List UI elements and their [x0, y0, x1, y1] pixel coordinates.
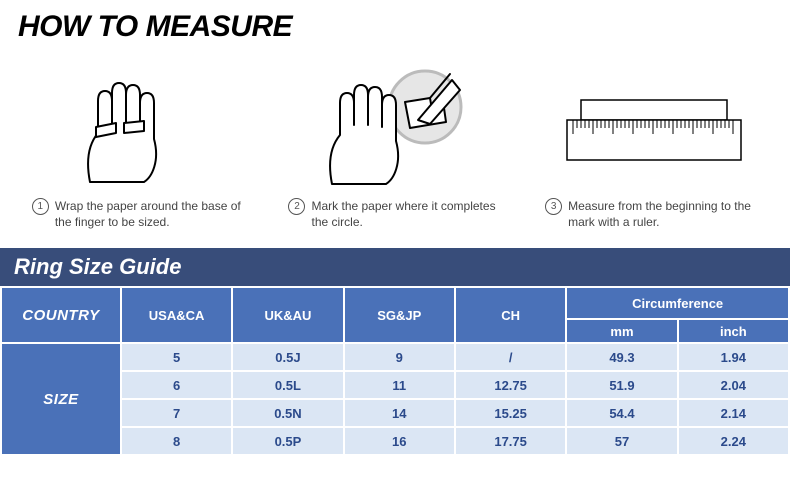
- cell: 54.4: [567, 400, 676, 426]
- cell: 2.04: [679, 372, 788, 398]
- header-circumference: Circumference: [567, 288, 788, 318]
- cell: 17.75: [456, 428, 565, 454]
- cell: 2.24: [679, 428, 788, 454]
- header-size: SIZE: [2, 344, 120, 454]
- step-2-illustration: [310, 62, 480, 192]
- cell: 14: [345, 400, 454, 426]
- step-3-text: Measure from the beginning to the mark w…: [568, 198, 758, 230]
- cell: 5: [122, 344, 231, 370]
- step-2: 2 Mark the paper where it completes the …: [275, 62, 515, 230]
- header-mm: mm: [567, 320, 676, 342]
- header-country: COUNTRY: [2, 288, 120, 342]
- cell: 7: [122, 400, 231, 426]
- cell: 6: [122, 372, 231, 398]
- header-inch: inch: [679, 320, 788, 342]
- cell: 0.5L: [233, 372, 342, 398]
- header-ch: CH: [456, 288, 565, 342]
- cell: 0.5J: [233, 344, 342, 370]
- cell: 8: [122, 428, 231, 454]
- step-2-number: 2: [288, 198, 305, 215]
- step-3-illustration: [557, 62, 747, 192]
- header-uk-au: UK&AU: [233, 288, 342, 342]
- steps-row: 1 Wrap the paper around the base of the …: [0, 44, 790, 240]
- cell: 57: [567, 428, 676, 454]
- cell: 12.75: [456, 372, 565, 398]
- table-row: SIZE 5 0.5J 9 / 49.3 1.94: [2, 344, 788, 370]
- cell: 2.14: [679, 400, 788, 426]
- step-1-text: Wrap the paper around the base of the fi…: [55, 198, 245, 230]
- step-3: 3 Measure from the beginning to the mark…: [532, 62, 772, 230]
- header-sg-jp: SG&JP: [345, 288, 454, 342]
- size-table: COUNTRY USA&CA UK&AU SG&JP CH Circumfere…: [0, 286, 790, 456]
- page-title: HOW TO MEASURE: [0, 0, 790, 44]
- cell: 0.5P: [233, 428, 342, 454]
- cell: 49.3: [567, 344, 676, 370]
- cell: 51.9: [567, 372, 676, 398]
- step-1: 1 Wrap the paper around the base of the …: [18, 62, 258, 230]
- cell: 16: [345, 428, 454, 454]
- cell: 9: [345, 344, 454, 370]
- cell: 1.94: [679, 344, 788, 370]
- step-1-number: 1: [32, 198, 49, 215]
- step-3-number: 3: [545, 198, 562, 215]
- cell: 15.25: [456, 400, 565, 426]
- guide-title: Ring Size Guide: [0, 248, 790, 286]
- cell: /: [456, 344, 565, 370]
- cell: 0.5N: [233, 400, 342, 426]
- step-1-illustration: [68, 62, 208, 192]
- step-2-text: Mark the paper where it completes the ci…: [311, 198, 501, 230]
- cell: 11: [345, 372, 454, 398]
- header-usa-ca: USA&CA: [122, 288, 231, 342]
